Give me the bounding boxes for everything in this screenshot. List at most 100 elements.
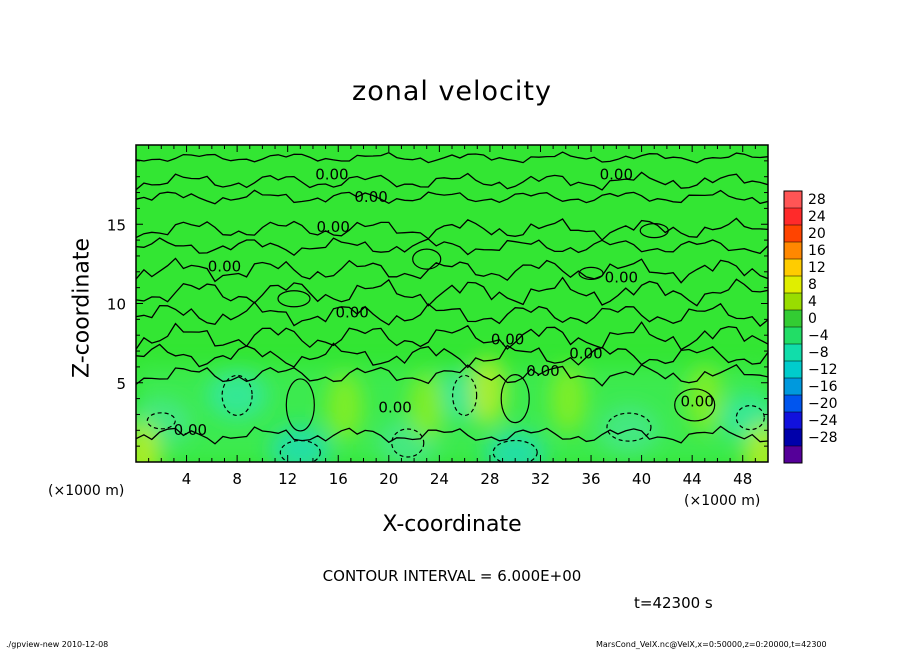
colorbar-label: −28 bbox=[808, 430, 838, 446]
contour-line bbox=[136, 342, 768, 369]
colorbar-label: 0 bbox=[808, 311, 817, 327]
field-feature bbox=[744, 421, 768, 462]
x-axis-label: X-coordinate bbox=[382, 512, 522, 537]
contour-label: 0.00 bbox=[600, 166, 633, 184]
field-feature bbox=[485, 430, 546, 462]
colorbar-swatch bbox=[784, 208, 802, 226]
colorbar-label: −4 bbox=[808, 328, 829, 344]
contour-loop bbox=[277, 290, 311, 308]
contour-label: 0.00 bbox=[316, 218, 349, 236]
contour-label: 0.00 bbox=[315, 166, 348, 184]
contour-label: 0.00 bbox=[354, 188, 387, 206]
colorbar-swatch bbox=[784, 446, 802, 464]
contour-label: 0.00 bbox=[491, 330, 524, 348]
chart-title: zonal velocity bbox=[352, 76, 552, 107]
contour-line bbox=[136, 217, 768, 241]
footer-left: ./gpview-new 2010-12-08 bbox=[6, 640, 109, 649]
contour-label: 0.00 bbox=[526, 362, 559, 380]
contour-loop bbox=[391, 428, 425, 458]
footer-right: MarsCond_VelX.nc@VelX,x=0:50000,z=0:2000… bbox=[596, 640, 827, 649]
contour-loop bbox=[279, 439, 321, 462]
x-tick-label: 36 bbox=[581, 470, 600, 488]
contour-line bbox=[136, 276, 768, 307]
time-text: t=42300 s bbox=[634, 594, 713, 612]
colorbar-label: 28 bbox=[808, 192, 826, 208]
colorbar-label: 8 bbox=[808, 277, 817, 293]
contour-label: 0.00 bbox=[605, 269, 638, 287]
contour-label: 0.00 bbox=[335, 304, 368, 322]
contour-label: 0.00 bbox=[208, 258, 241, 276]
colorbar-label: 16 bbox=[808, 243, 826, 259]
contour-line bbox=[136, 321, 768, 351]
contour-line bbox=[136, 301, 768, 328]
colorbar-swatch bbox=[784, 310, 802, 328]
contour-loop bbox=[578, 266, 604, 280]
contour-loop bbox=[674, 388, 716, 422]
contour-loop bbox=[639, 222, 669, 239]
y-tick-label: 15 bbox=[107, 216, 126, 234]
colorbar-swatch bbox=[784, 412, 802, 430]
colorbar-swatch bbox=[784, 276, 802, 294]
contour-loop bbox=[285, 378, 315, 432]
field-feature bbox=[550, 364, 587, 433]
contour-lines bbox=[136, 151, 768, 462]
contour-loop bbox=[735, 405, 765, 431]
velocity-field bbox=[136, 145, 768, 462]
contour-loop bbox=[500, 374, 530, 424]
colorbar-label: −12 bbox=[808, 362, 838, 378]
colorbar-swatch bbox=[784, 191, 802, 209]
contour-line bbox=[136, 257, 768, 284]
colorbar-swatch bbox=[784, 293, 802, 311]
colorbar-label: 12 bbox=[808, 260, 826, 276]
colorbar-swatch bbox=[784, 259, 802, 277]
x-tick-label: 40 bbox=[632, 470, 651, 488]
contour-label: 0.00 bbox=[174, 421, 207, 439]
colorbar-label: 4 bbox=[808, 294, 817, 310]
x-tick-label: 16 bbox=[329, 470, 348, 488]
contour-line bbox=[136, 237, 768, 257]
contour-line bbox=[136, 363, 768, 387]
colorbar-swatch bbox=[784, 429, 802, 447]
contour-line bbox=[136, 425, 768, 445]
colorbar-label: −20 bbox=[808, 396, 838, 412]
x-tick-label: 12 bbox=[278, 470, 297, 488]
contour-line bbox=[136, 171, 768, 191]
contour-loop bbox=[221, 374, 253, 417]
contour-label: 0.00 bbox=[681, 392, 714, 410]
x-tick-label: 20 bbox=[379, 470, 398, 488]
colorbar-swatch bbox=[784, 361, 802, 379]
contour-loop bbox=[146, 412, 176, 430]
colorbar-frame bbox=[783, 190, 803, 464]
x-tick-label: 24 bbox=[430, 470, 449, 488]
colorbar-swatch bbox=[784, 242, 802, 260]
field-feature bbox=[207, 371, 268, 420]
field-feature bbox=[326, 372, 363, 441]
contour-line bbox=[136, 151, 768, 164]
contour-line bbox=[136, 189, 768, 205]
x-tick-label: 8 bbox=[232, 470, 242, 488]
colorbar-label: −8 bbox=[808, 345, 829, 361]
contour-loop bbox=[412, 248, 442, 270]
y-tick-label: 5 bbox=[116, 375, 126, 393]
x-unit-right: (×1000 m) bbox=[684, 493, 761, 509]
x-tick-label: 32 bbox=[531, 470, 550, 488]
contour-loop bbox=[606, 412, 652, 442]
x-tick-label: 28 bbox=[480, 470, 499, 488]
field-feature bbox=[136, 421, 161, 462]
colorbar-swatch bbox=[784, 344, 802, 362]
x-tick-label: 48 bbox=[733, 470, 752, 488]
contour-labels: 0.000.000.000.000.000.000.000.000.000.00… bbox=[174, 166, 714, 439]
field-features bbox=[136, 356, 768, 462]
colorbar-swatch bbox=[784, 378, 802, 396]
colorbar-label: −16 bbox=[808, 379, 838, 395]
field-feature bbox=[270, 425, 331, 462]
field-feature bbox=[469, 356, 506, 425]
contour-loop bbox=[452, 374, 478, 417]
contour-interval-text: CONTOUR INTERVAL = 6.000E+00 bbox=[322, 567, 582, 585]
x-tick-label: 4 bbox=[182, 470, 192, 488]
colorbar-swatch bbox=[784, 225, 802, 243]
